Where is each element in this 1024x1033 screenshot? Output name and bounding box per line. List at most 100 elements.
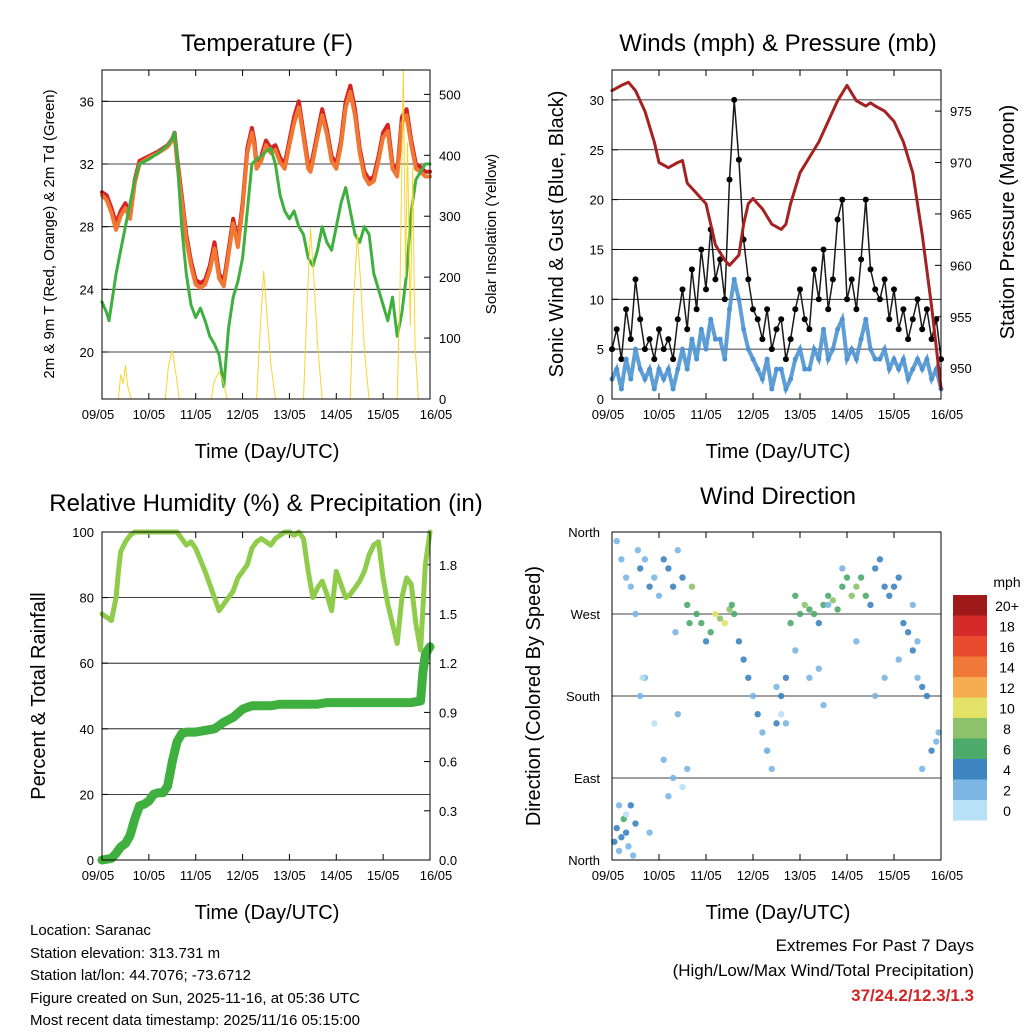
- y-tick-label: 10: [590, 292, 604, 307]
- direction-point: [735, 638, 743, 645]
- y-right-tick-label: 950: [950, 361, 972, 376]
- direction-point: [843, 574, 851, 581]
- wind-point: [618, 386, 624, 392]
- direction-point: [651, 574, 658, 581]
- gust-point: [909, 316, 916, 323]
- legend-swatch: [953, 779, 987, 800]
- wind-point: [788, 376, 794, 382]
- direction-point: [872, 565, 879, 572]
- gust-point: [641, 346, 648, 353]
- legend-swatch: [953, 738, 987, 759]
- legend-swatch: [953, 595, 987, 616]
- gust-point: [848, 276, 855, 283]
- direction-point: [853, 583, 860, 590]
- wind-point: [736, 296, 742, 302]
- gust-point: [792, 306, 799, 313]
- x-tick-label: 10/05: [133, 407, 166, 422]
- direction-point: [615, 802, 623, 809]
- direction-point: [810, 610, 818, 618]
- direction-point: [839, 583, 846, 590]
- direction-point: [778, 692, 785, 700]
- direction-point: [853, 638, 860, 645]
- direction-point: [721, 619, 728, 627]
- wind-point: [783, 386, 789, 392]
- direction-point: [740, 656, 747, 663]
- station-info: Location: Saranac Station elevation: 313…: [30, 920, 360, 1033]
- wind-point: [882, 346, 888, 352]
- direction-point: [815, 665, 822, 672]
- wind-point: [891, 356, 897, 362]
- series-total-precipitation: [97, 642, 435, 865]
- gust-point: [782, 356, 789, 363]
- x-tick-label: 15/05: [367, 868, 400, 883]
- gust-point: [623, 306, 630, 313]
- y-right-tick-label: 0.3: [439, 804, 457, 819]
- direction-point: [881, 583, 888, 590]
- gust-point: [726, 176, 733, 183]
- direction-point: [660, 756, 667, 763]
- legend-label: 8: [1003, 721, 1011, 737]
- series-wind: [609, 276, 944, 396]
- y-tick-label: 24: [80, 282, 94, 297]
- direction-point: [613, 537, 620, 545]
- direction-point: [801, 601, 808, 609]
- wind-point: [675, 366, 681, 372]
- wind-point: [689, 336, 695, 342]
- direction-point: [672, 629, 679, 636]
- gust-point: [693, 306, 700, 313]
- x-tick-label: 13/05: [784, 868, 817, 883]
- direction-point: [862, 592, 869, 599]
- gust-point: [735, 156, 742, 163]
- gust-point: [656, 326, 662, 333]
- humidity-xlabel: Time (Day/UTC): [195, 902, 340, 924]
- wind-point: [792, 356, 798, 362]
- wind-point: [929, 376, 935, 382]
- x-tick-label: 16/05: [931, 868, 964, 883]
- wind-point: [769, 386, 775, 392]
- gust-point: [688, 266, 695, 273]
- gust-point: [750, 306, 756, 313]
- series-solar-insolation: [101, 69, 431, 400]
- wind-point: [694, 356, 700, 362]
- gust-point: [670, 356, 677, 363]
- direction-point: [615, 847, 623, 855]
- direction-point: [634, 547, 642, 554]
- humidity-ylabel: Percent & Total Rainfall: [28, 592, 50, 800]
- y-tick-label: West: [571, 607, 601, 622]
- wind-point: [886, 366, 892, 372]
- direction-point: [688, 583, 696, 590]
- wind-point: [868, 346, 873, 352]
- gust-point: [900, 306, 907, 313]
- direction-point: [919, 765, 926, 773]
- direction-point: [646, 829, 653, 836]
- wind-point: [802, 366, 808, 372]
- direction-point: [825, 601, 832, 609]
- gust-point: [876, 296, 883, 303]
- x-tick-label: 15/05: [878, 868, 911, 883]
- legend-label: 2: [1003, 783, 1011, 799]
- x-tick-label: 09/05: [592, 407, 625, 422]
- direction-point: [923, 692, 931, 700]
- gust-point: [872, 286, 879, 293]
- wind-point: [698, 326, 704, 332]
- temperature-ylabel-right: Solar Insolation (Yellow): [483, 154, 500, 314]
- x-tick-label: 12/05: [226, 868, 259, 883]
- legend-swatch: [953, 656, 987, 677]
- y-right-tick-label: 0.0: [439, 853, 457, 868]
- direction-point: [655, 592, 663, 599]
- station-latlon: Station lat/lon: 44.7076; -73.6712: [30, 967, 252, 984]
- gust-point: [858, 256, 865, 263]
- gust-point: [745, 276, 752, 283]
- x-tick-label: 12/05: [737, 868, 770, 883]
- direction-point: [637, 692, 644, 700]
- direction-point: [935, 729, 942, 736]
- x-tick-label: 14/05: [831, 868, 864, 883]
- direction-point: [669, 583, 677, 590]
- direction-point: [876, 556, 884, 563]
- wind-point: [844, 356, 850, 362]
- y-tick-label: 20: [590, 193, 604, 208]
- speed-legend: mph 20+ 18 16 14 12 10 8 6 4 2 0: [953, 574, 1021, 821]
- wind-point: [900, 356, 906, 362]
- y-right-tick-label: 500: [439, 87, 461, 102]
- wind-point: [872, 356, 878, 362]
